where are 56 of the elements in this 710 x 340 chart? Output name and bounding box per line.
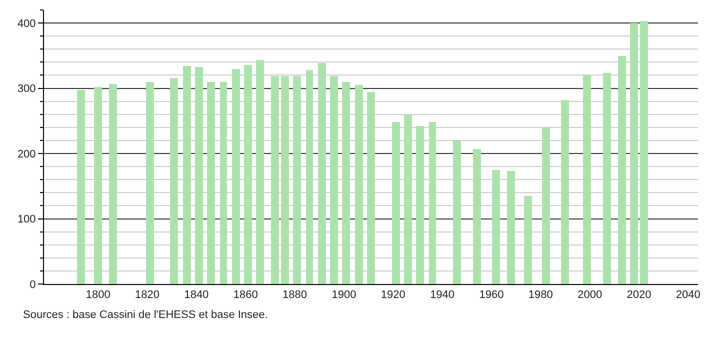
y-tick-label: 0: [30, 278, 36, 291]
x-tick-label: 1960: [479, 289, 504, 302]
y-tick-label: 100: [17, 214, 36, 226]
bar: [183, 66, 191, 284]
bar: [507, 171, 515, 284]
bar: [256, 60, 264, 284]
x-tick-label: 1860: [233, 289, 258, 302]
bar: [355, 85, 363, 284]
bar: [306, 70, 313, 284]
bar: [618, 56, 626, 284]
bar: [630, 23, 638, 284]
x-tick-label: 1820: [135, 289, 160, 302]
x-tick-label: 1980: [528, 289, 553, 302]
x-tick-label: 2040: [676, 289, 700, 302]
bar: [77, 90, 85, 284]
bar: [195, 67, 203, 284]
bar: [453, 141, 461, 284]
bar: [244, 65, 252, 284]
bar: [404, 115, 412, 284]
source-note: Sources : base Cassini de l'EHESS et base Insee.: [23, 309, 268, 321]
bar: [473, 149, 481, 284]
bar: [542, 128, 550, 284]
x-tick-label: 1920: [380, 289, 406, 302]
x-tick-label: 2020: [626, 289, 652, 302]
bar: [429, 122, 436, 284]
y-tick-label: 200: [17, 148, 36, 160]
bar: [583, 75, 591, 284]
bar: [561, 100, 569, 284]
x-tick-label: 1800: [86, 289, 110, 302]
x-tick-label: 1840: [184, 289, 209, 302]
bar: [293, 76, 301, 284]
bar: [392, 122, 400, 284]
bar: [281, 76, 289, 284]
bar: [342, 82, 350, 284]
bar: [170, 78, 178, 284]
bar: [94, 87, 102, 284]
y-tick-label: 400: [17, 18, 36, 30]
bar: [492, 170, 500, 284]
x-tick-label: 1880: [282, 289, 308, 302]
bar: [318, 63, 326, 284]
x-tick-label: 2000: [578, 289, 602, 302]
bar: [220, 82, 227, 284]
bar: [524, 196, 532, 284]
bar: [330, 76, 338, 284]
bar: [416, 126, 424, 284]
bar: [109, 84, 117, 284]
bar: [603, 73, 611, 284]
bar: [207, 82, 215, 284]
bar: [146, 82, 154, 284]
bar: [271, 76, 279, 284]
x-tick-label: 1900: [332, 289, 356, 302]
bar: [640, 21, 648, 284]
bar: [232, 69, 240, 284]
bar: [367, 92, 375, 284]
x-tick-label: 1940: [430, 289, 455, 302]
y-tick-label: 300: [17, 83, 36, 96]
